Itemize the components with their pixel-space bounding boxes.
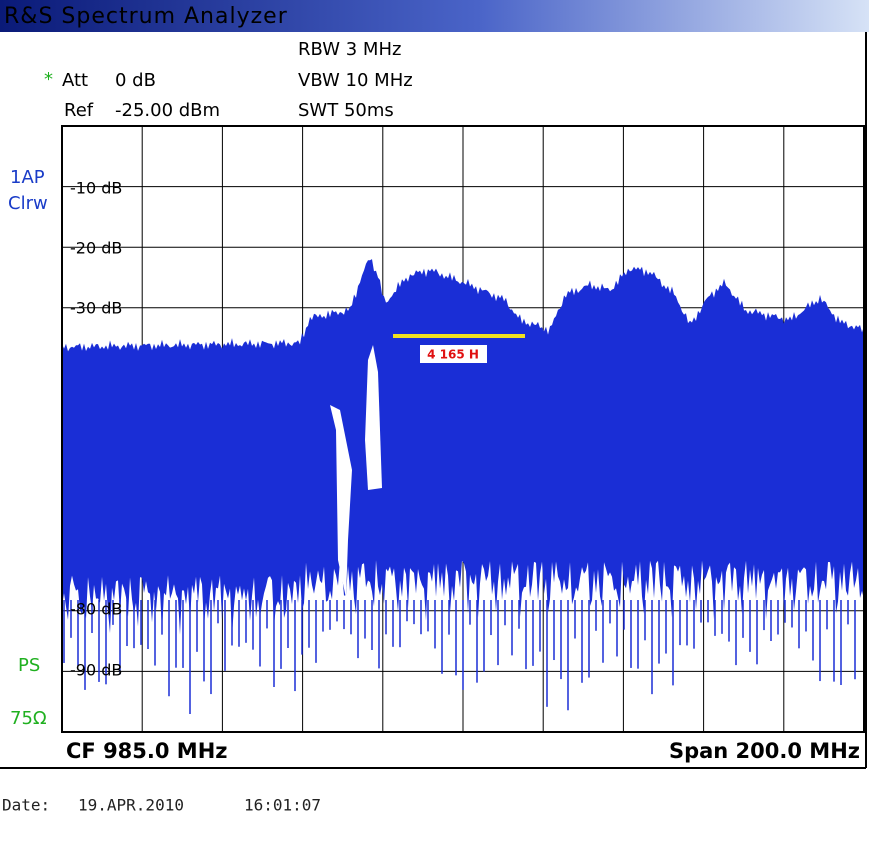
- trace-notch: [365, 345, 382, 490]
- vbw: VBW 10 MHz: [298, 70, 413, 91]
- time: 16:01:07: [244, 796, 321, 815]
- impedance-label: 75Ω: [10, 708, 47, 729]
- mode-label: Clrw: [8, 193, 48, 214]
- y-label: -30 dB: [70, 299, 122, 318]
- swt: SWT 50ms: [298, 100, 394, 121]
- ref-label: Ref: [64, 100, 94, 121]
- date-label: Date:: [2, 796, 50, 815]
- trace-label: 1AP: [10, 167, 45, 188]
- date: 19.APR.2010: [78, 796, 184, 815]
- y-label: -90 dB: [70, 661, 122, 680]
- att-marker: *: [44, 69, 53, 90]
- trace-fill: [62, 259, 864, 636]
- plot-area: -10 dB -20 dB -30 dB -80 dB -90 dB 4 165…: [61, 125, 865, 733]
- center-frequency: CF 985.0 MHz: [66, 739, 228, 763]
- title-bar: [0, 0, 869, 32]
- marker-label: 4 165 H: [427, 348, 479, 362]
- ps-label: PS: [18, 655, 40, 676]
- span: Span 200.0 MHz: [669, 739, 860, 763]
- title: R&S Spectrum Analyzer: [4, 4, 288, 29]
- plot-frame: [61, 125, 865, 733]
- marker-box: [420, 345, 487, 363]
- spectrum-trace: [62, 259, 864, 714]
- att-label: Att: [62, 70, 88, 91]
- y-label: -10 dB: [70, 179, 122, 198]
- y-label: -20 dB: [70, 239, 122, 258]
- att-value: 0 dB: [115, 70, 156, 91]
- ref-value: -25.00 dBm: [115, 100, 220, 121]
- y-label: -80 dB: [70, 600, 122, 619]
- trace-notch: [330, 405, 352, 598]
- rbw: RBW 3 MHz: [298, 39, 401, 60]
